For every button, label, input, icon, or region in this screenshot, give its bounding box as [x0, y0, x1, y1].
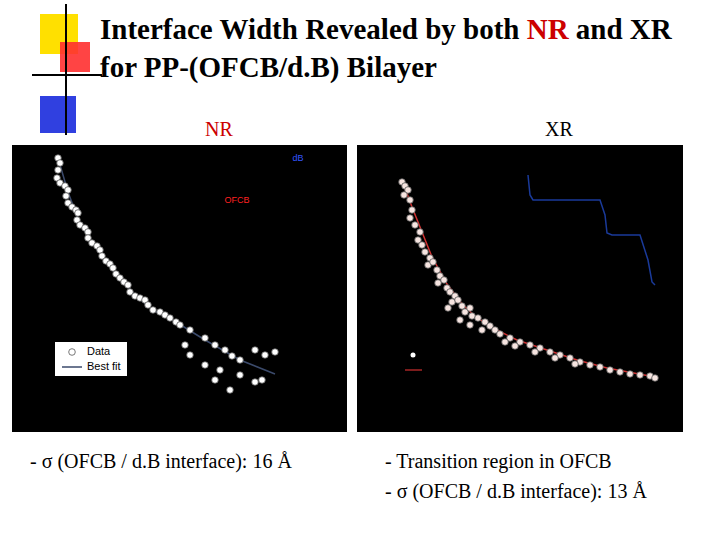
html-text:NR: NR [205, 118, 233, 140]
html-text:XR: XR [545, 118, 573, 140]
svg-text:OFCB: OFCB [224, 195, 249, 205]
html-text:Interface Width Revealed by bo: Interface Width Revealed by both NR and … [100, 13, 672, 83]
html-text:Best fit: Best fit [87, 360, 121, 372]
html-text:- σ (OFCB / d.B interface): 13: - σ (OFCB / d.B interface): 13 Å [385, 480, 647, 502]
html-text:Data: Data [87, 345, 111, 357]
html-text:- σ (OFCB / d.B interface): 16: - σ (OFCB / d.B interface): 16 Å [30, 450, 292, 472]
html-text:- Transition region in OFCB: - Transition region in OFCB [385, 450, 612, 472]
svg-text:dB: dB [292, 153, 303, 163]
